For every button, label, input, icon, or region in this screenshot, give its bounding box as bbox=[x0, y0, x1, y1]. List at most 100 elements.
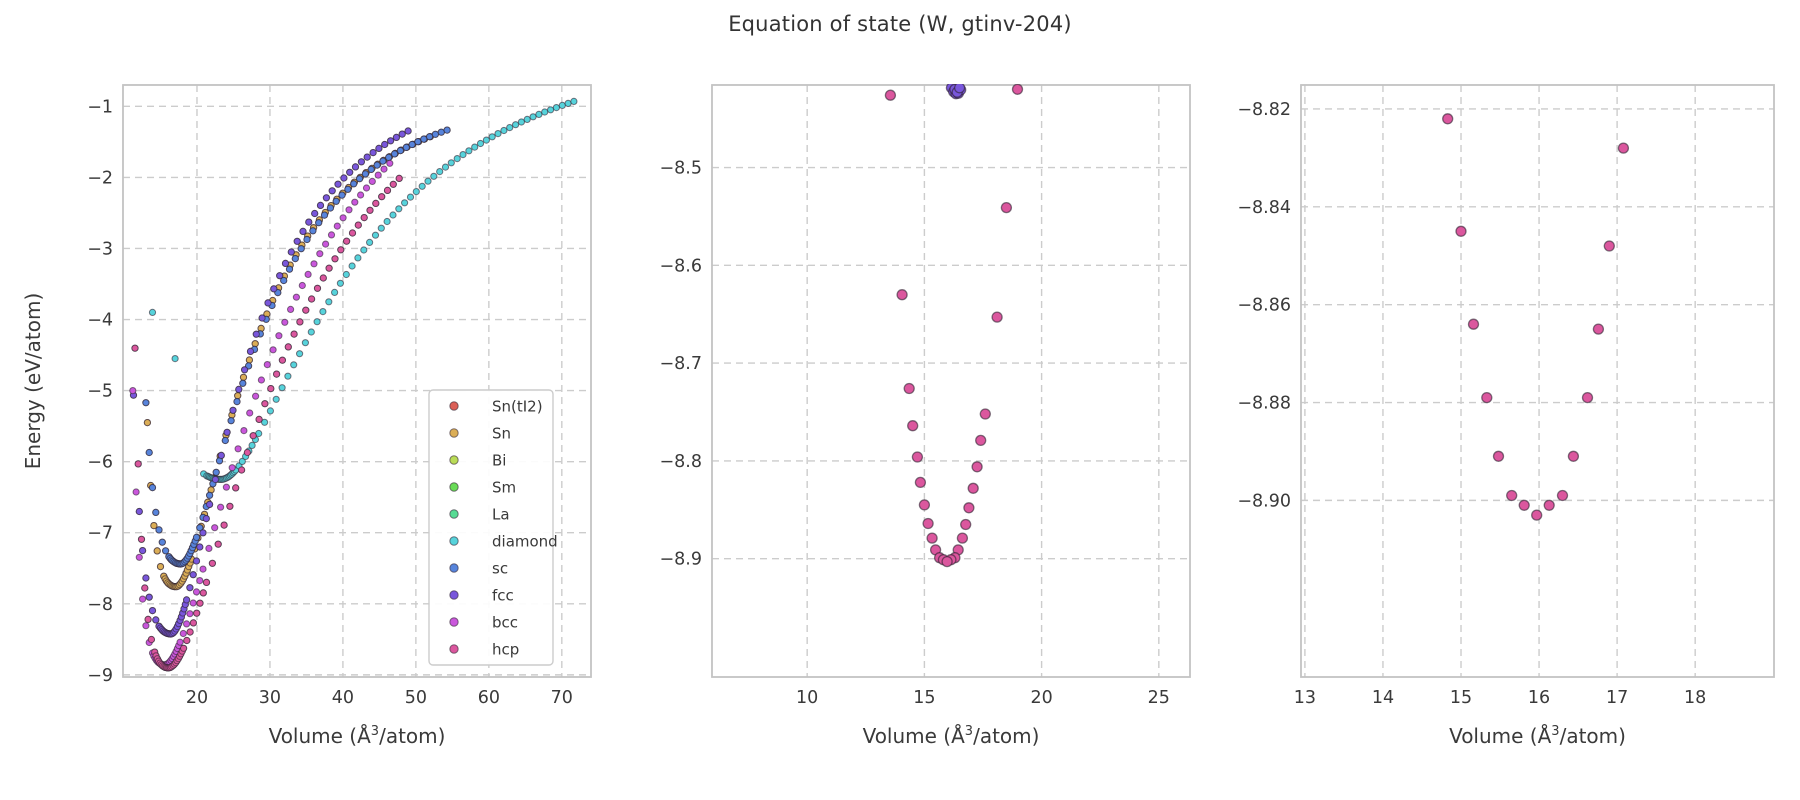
data-point bbox=[401, 199, 409, 207]
data-point bbox=[316, 201, 325, 209]
data-point bbox=[255, 415, 263, 423]
data-point bbox=[377, 224, 385, 232]
data-point bbox=[143, 419, 151, 427]
data-point bbox=[313, 318, 321, 326]
legend: Sn(tI2) Sn Bi Sm La diamond sc fcc bcc hcp bbox=[428, 389, 558, 666]
data-point bbox=[1543, 499, 1555, 511]
data-point bbox=[392, 133, 400, 141]
data-point bbox=[285, 265, 294, 273]
data-point bbox=[280, 276, 288, 285]
data-point bbox=[278, 356, 286, 364]
data-point bbox=[342, 270, 350, 279]
data-point bbox=[308, 295, 316, 303]
x-tick-label: 70 bbox=[551, 688, 573, 708]
data-point bbox=[196, 524, 204, 532]
data-point bbox=[325, 298, 333, 306]
data-point bbox=[131, 344, 139, 352]
data-point bbox=[418, 182, 426, 190]
x-tick-label: 20 bbox=[1030, 688, 1052, 708]
data-point bbox=[322, 240, 330, 248]
data-point bbox=[152, 508, 160, 517]
data-point bbox=[261, 418, 269, 426]
data-point bbox=[189, 599, 197, 607]
data-point bbox=[1617, 142, 1630, 154]
data-point bbox=[351, 198, 359, 206]
data-point bbox=[298, 281, 306, 290]
data-point bbox=[179, 629, 187, 638]
data-point bbox=[284, 372, 292, 380]
data-point bbox=[395, 174, 403, 182]
data-point bbox=[278, 384, 286, 392]
data-point bbox=[896, 289, 908, 301]
data-point bbox=[239, 379, 247, 387]
y-tick-label: −8.84 bbox=[1237, 198, 1291, 218]
data-point bbox=[1556, 489, 1569, 502]
data-point bbox=[129, 387, 137, 395]
axes-spines bbox=[1300, 84, 1775, 678]
data-point bbox=[339, 214, 347, 222]
data-point bbox=[387, 137, 395, 145]
data-point bbox=[241, 366, 249, 374]
data-point bbox=[488, 133, 496, 141]
x-tick-label: 16 bbox=[1528, 688, 1550, 708]
data-point bbox=[383, 186, 392, 194]
data-point bbox=[953, 84, 966, 94]
data-point bbox=[192, 533, 201, 542]
data-point bbox=[222, 483, 230, 491]
y-tick-label: −5 bbox=[87, 382, 113, 402]
data-point bbox=[199, 565, 207, 573]
data-point bbox=[183, 620, 191, 628]
data-point bbox=[326, 204, 334, 212]
y-tick-label: −8.82 bbox=[1237, 100, 1291, 120]
data-point bbox=[139, 595, 147, 603]
data-point bbox=[217, 451, 225, 459]
data-point bbox=[199, 529, 207, 537]
data-point bbox=[494, 130, 502, 138]
data-point bbox=[337, 246, 345, 254]
data-point bbox=[315, 219, 323, 227]
legend-marker-diamond bbox=[449, 536, 459, 546]
data-point bbox=[248, 441, 256, 449]
x-tick-label: 10 bbox=[796, 688, 818, 708]
series-fcc bbox=[129, 127, 412, 638]
data-point bbox=[319, 308, 327, 316]
data-point bbox=[309, 227, 317, 235]
data-point bbox=[205, 544, 213, 553]
data-point bbox=[267, 385, 275, 393]
data-point bbox=[142, 399, 150, 407]
legend-label-Sn: Sn bbox=[492, 425, 511, 443]
data-point bbox=[911, 451, 924, 463]
data-point bbox=[367, 165, 375, 173]
data-point bbox=[385, 153, 393, 161]
data-point bbox=[299, 227, 307, 235]
data-point bbox=[211, 524, 219, 532]
data-point bbox=[189, 571, 197, 579]
data-point bbox=[320, 211, 329, 219]
data-point bbox=[316, 250, 324, 258]
data-point bbox=[379, 157, 387, 165]
data-point bbox=[558, 101, 566, 110]
data-point bbox=[345, 206, 353, 214]
data-point bbox=[426, 133, 434, 141]
data-point bbox=[252, 330, 260, 338]
data-point bbox=[319, 274, 327, 282]
data-point bbox=[371, 231, 380, 239]
data-point bbox=[1567, 450, 1580, 462]
data-point bbox=[150, 522, 158, 530]
data-point bbox=[276, 272, 284, 280]
data-point bbox=[368, 177, 376, 185]
data-point bbox=[240, 427, 248, 435]
data-point bbox=[192, 588, 201, 596]
data-point bbox=[234, 392, 242, 400]
data-point bbox=[334, 180, 342, 188]
legend-label-sc: sc bbox=[492, 560, 508, 578]
panel-right: 13 14 15 16 17 18 −8.82 −8.84 −8.86 −8.88 −8.90 Vol… bbox=[1237, 84, 1775, 748]
legend-label-Sn(tI2): Sn(tI2) bbox=[492, 398, 543, 416]
data-point bbox=[541, 108, 549, 116]
data-point bbox=[404, 127, 412, 135]
data-point bbox=[346, 168, 354, 176]
data-point bbox=[350, 180, 358, 188]
data-point bbox=[506, 124, 514, 132]
data-point bbox=[333, 222, 341, 230]
data-point bbox=[221, 436, 229, 445]
